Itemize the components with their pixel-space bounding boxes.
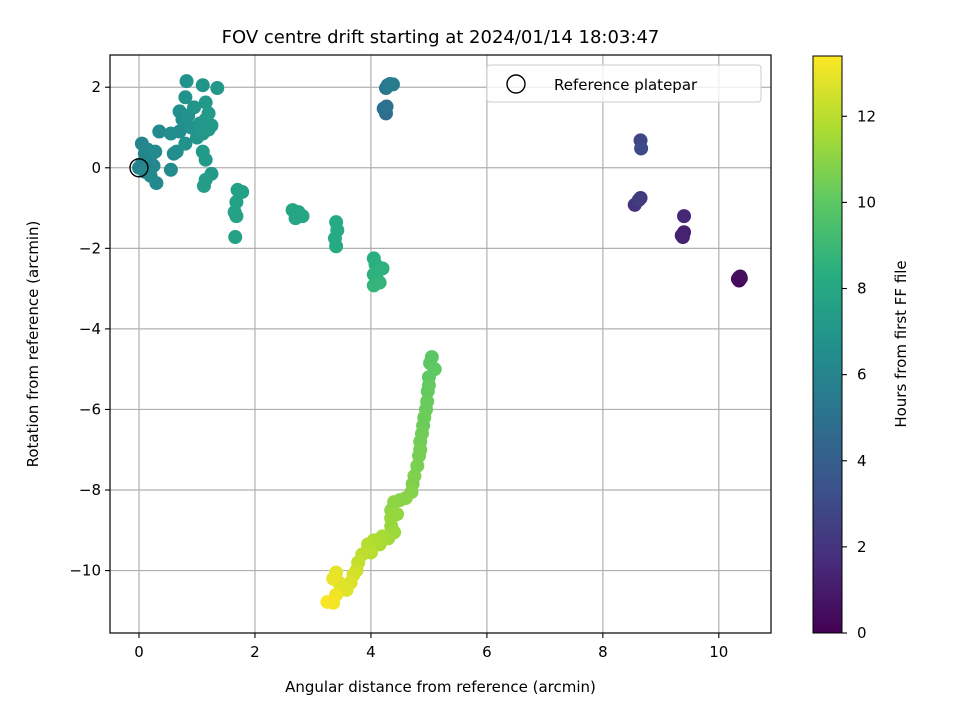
scatter-point [178,136,193,151]
chart-title: FOV centre drift starting at 2024/01/14 … [222,27,660,48]
scatter-point [198,95,213,110]
y-tick-label: −4 [79,320,101,338]
grid [110,55,771,633]
y-tick-label: −2 [79,239,101,257]
scatter-point [326,571,341,586]
scatter-point [152,124,167,139]
y-tick-label: −6 [79,400,101,418]
colorbar-tick-label: 12 [857,107,876,125]
plot-frame [109,54,772,634]
colorbar-tick-label: 8 [857,280,867,298]
scatter-point [228,230,243,245]
axis-ticks: 0 2 4 6 8 10 2 0 −2 −4 −6 −8 −10 [69,78,728,661]
scatter-point [366,278,381,293]
colorbar-tick-label: 10 [857,193,876,211]
scatter-point [329,239,344,254]
x-tick-label: 2 [250,643,260,661]
x-axis-label: Angular distance from reference (arcmin) [285,678,596,696]
x-tick-label: 10 [709,643,728,661]
colorbar-gradient [812,55,843,634]
colorbar-tick-label: 2 [857,538,867,556]
scatter-point [320,594,335,609]
scatter-point [143,168,158,183]
x-tick-label: 8 [598,643,608,661]
x-tick-label: 6 [482,643,492,661]
colorbar-tick-label: 0 [857,624,867,642]
scatter-point [733,269,748,284]
scatter-point [187,100,202,115]
colorbar-tick-label: 6 [857,366,867,384]
x-tick-label: 0 [134,643,144,661]
scatter-point [163,126,178,141]
scatter-point [163,162,178,177]
scatter-point [195,78,210,93]
scatter-point [179,74,194,89]
y-tick-label: 0 [91,159,101,177]
scatter-point [148,144,163,159]
scatter-point [178,90,193,105]
scatter-point [634,141,649,156]
scatter-point [385,77,400,92]
x-tick-label: 4 [366,643,376,661]
scatter-point [379,99,394,114]
colorbar: 0 2 4 6 8 10 12 Hours from first FF file [812,55,910,642]
scatter-point [631,193,646,208]
reference-platepar-marker [129,158,149,178]
scatter-point [229,209,244,224]
y-axis-label: Rotation from reference (arcmin) [24,221,42,468]
colorbar-label: Hours from first FF file [892,260,910,427]
scatter-point [674,228,689,243]
legend: Reference platepar [486,64,762,103]
colorbar-ticks: 0 2 4 6 8 10 12 [842,107,876,642]
scatter-point [420,384,435,399]
legend-label: Reference platepar [554,76,698,94]
y-tick-label: −8 [79,481,101,499]
reference-marker-layer [129,158,149,178]
scatter-points [131,74,748,610]
scatter-point [210,81,225,96]
scatter-point [201,106,216,121]
colorbar-tick-label: 4 [857,452,867,470]
legend-reference-marker-icon [506,74,526,94]
y-tick-label: −10 [69,562,101,580]
legend-box [486,64,762,103]
scatter-point [198,152,213,167]
scatter-point [204,118,219,133]
scatter-point [196,178,211,193]
scatter-point [677,209,692,224]
scatter-point [288,211,303,226]
y-tick-label: 2 [91,78,101,96]
